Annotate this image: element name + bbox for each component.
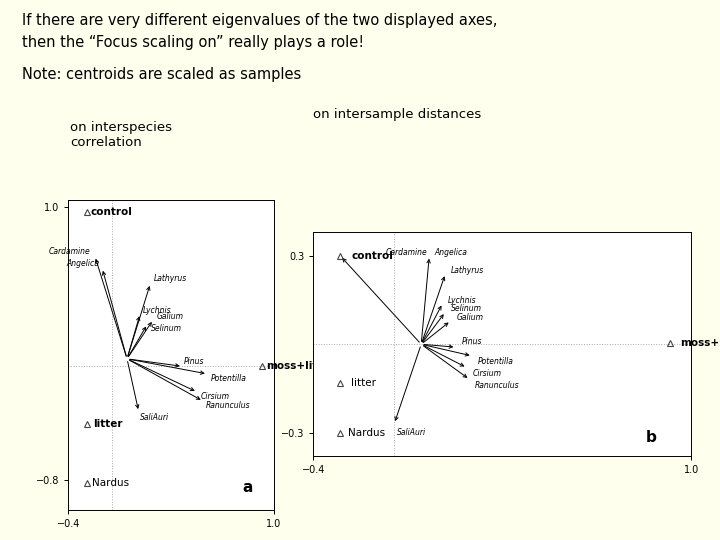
Text: Selinum: Selinum: [150, 324, 181, 333]
Text: a: a: [243, 480, 253, 495]
Text: control: control: [91, 207, 132, 217]
Text: litter: litter: [351, 377, 376, 388]
Text: control: control: [351, 251, 393, 261]
Text: Galium: Galium: [456, 313, 483, 322]
Text: Lychnis: Lychnis: [448, 295, 477, 305]
Text: SaliAuri: SaliAuri: [140, 414, 169, 422]
Text: Pinus: Pinus: [462, 337, 482, 346]
Text: litter: litter: [94, 419, 123, 429]
Text: Ranunculus: Ranunculus: [206, 401, 251, 410]
Text: b: b: [646, 430, 657, 445]
Text: If there are very different eigenvalues of the two displayed axes,: If there are very different eigenvalues …: [22, 14, 497, 29]
Text: then the “Focus scaling on” really plays a role!: then the “Focus scaling on” really plays…: [22, 35, 364, 50]
Text: on intersample distances: on intersample distances: [313, 108, 482, 121]
Text: Potentilla: Potentilla: [210, 374, 246, 383]
Text: Cirsium: Cirsium: [200, 392, 229, 401]
Text: Lathyrus: Lathyrus: [451, 266, 484, 275]
Text: Cardamine: Cardamine: [386, 248, 428, 258]
Text: Galium: Galium: [156, 312, 184, 321]
Text: Selinum: Selinum: [451, 305, 482, 313]
Text: Potentilla: Potentilla: [478, 357, 514, 367]
Text: Lathyrus: Lathyrus: [153, 274, 186, 283]
Text: Ranunculus: Ranunculus: [475, 381, 520, 390]
Text: Nardus: Nardus: [348, 428, 385, 438]
Text: Pinus: Pinus: [184, 357, 204, 366]
Text: moss+litter: moss+litter: [266, 361, 335, 372]
Text: Cirsium: Cirsium: [472, 369, 502, 378]
Text: Note: centroids are scaled as samples: Note: centroids are scaled as samples: [22, 68, 301, 83]
Text: on interspecies
correlation: on interspecies correlation: [70, 122, 172, 150]
Text: Lychnis: Lychnis: [143, 306, 172, 315]
Text: Cardamine: Cardamine: [49, 247, 91, 256]
Text: Nardus: Nardus: [92, 478, 129, 488]
Text: Angelica: Angelica: [66, 259, 99, 268]
Text: moss+litter: moss+litter: [680, 338, 720, 348]
Text: Angelica: Angelica: [435, 248, 467, 258]
Text: SaliAuri: SaliAuri: [397, 428, 426, 437]
